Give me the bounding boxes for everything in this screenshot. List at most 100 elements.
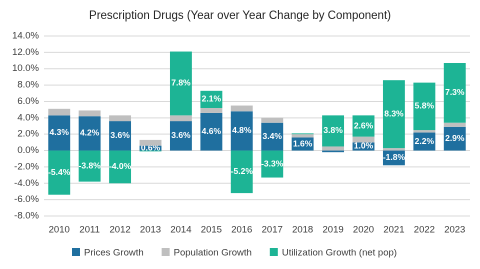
bar-segment (261, 150, 284, 178)
x-tick-label: 2013 (140, 225, 161, 236)
x-tick-label: 2010 (49, 225, 70, 236)
bar-segment (291, 133, 314, 135)
y-tick-label: 10.0% (12, 63, 39, 74)
bar-segment (200, 108, 223, 113)
y-tick-label: 0.0% (17, 145, 39, 156)
bar-segment (78, 150, 101, 182)
bar-segment (48, 108, 71, 116)
y-tick-label: 14.0% (12, 31, 39, 42)
bar-segment (322, 115, 345, 147)
data-label: -3.8% (79, 160, 102, 170)
data-label: 3.6% (110, 130, 130, 140)
legend-label: Utilization Growth (net pop) (282, 248, 397, 259)
bar-segment (109, 121, 132, 151)
data-label: 8.3% (384, 108, 404, 118)
bar-segment (382, 80, 405, 149)
data-label: 2.6% (354, 120, 374, 130)
bar-segment (139, 139, 162, 146)
bar-segment (352, 115, 375, 137)
bar-segment (139, 150, 162, 152)
y-tick-label: 2.0% (17, 129, 39, 140)
data-label: 1.6% (293, 138, 313, 148)
y-tick-label: -8.0% (14, 211, 39, 222)
x-tick-label: 2019 (323, 225, 344, 236)
bar-segment (230, 111, 253, 151)
bar-segment (443, 122, 466, 127)
data-label: 4.6% (202, 126, 222, 136)
bar-segment (261, 122, 284, 151)
bar-segment (109, 150, 132, 184)
bar-segment (169, 51, 192, 116)
legend-swatch (161, 248, 170, 256)
data-label: 4.2% (80, 128, 100, 138)
bar-segment (352, 142, 375, 151)
bar-segment (200, 90, 223, 108)
legend-label: Prices Growth (84, 248, 144, 259)
bar-segment (230, 150, 253, 194)
y-tick-label: 4.0% (17, 112, 39, 123)
data-label: 1.0% (354, 141, 374, 151)
data-label: -5.2% (231, 166, 254, 176)
bar-segment (322, 150, 345, 153)
data-label: 4.8% (232, 125, 252, 135)
chart-title: Prescription Drugs (Year over Year Chang… (89, 10, 391, 22)
data-label: 3.6% (171, 130, 191, 140)
x-tick-label: 2018 (292, 225, 313, 236)
bar-segment (382, 150, 405, 166)
bar-segment (261, 117, 284, 123)
bar-segment (109, 115, 132, 122)
data-label: 7.3% (445, 87, 465, 97)
y-tick-label: -4.0% (14, 178, 39, 189)
bar-segment (169, 121, 192, 151)
bar-segment (443, 63, 466, 123)
bar-segment (200, 112, 223, 151)
bar-segment (291, 137, 314, 151)
bar-segment (139, 145, 162, 151)
bar-segment (78, 116, 101, 151)
x-tick-label: 2015 (201, 225, 222, 236)
data-label: -1.8% (383, 152, 406, 162)
bar-segment (78, 110, 101, 117)
bar-segment (169, 115, 192, 122)
x-tick-label: 2021 (383, 225, 404, 236)
bar-segment (291, 134, 314, 138)
bar-segment (352, 136, 375, 143)
y-tick-label: 6.0% (17, 96, 39, 107)
bar-segment (322, 146, 345, 151)
data-label: 2.2% (415, 136, 435, 146)
data-label: 7.8% (171, 78, 191, 88)
bar-segment (413, 132, 436, 151)
bar-segment (413, 82, 436, 131)
data-label: 5.8% (415, 101, 435, 111)
x-tick-label: 2016 (231, 225, 252, 236)
data-label: -5.4% (48, 167, 71, 177)
data-label: -3.3% (261, 158, 284, 168)
y-tick-label: -6.0% (14, 194, 39, 205)
x-tick-label: 2017 (262, 225, 283, 236)
bar-segment (413, 130, 436, 133)
legend-swatch (269, 248, 278, 256)
y-tick-label: 8.0% (17, 80, 39, 91)
bar-segment (48, 115, 71, 151)
data-label: 3.8% (323, 125, 343, 135)
data-label: 3.4% (263, 131, 283, 141)
data-label: 4.3% (50, 127, 70, 137)
y-tick-label: 12.0% (12, 47, 39, 58)
bar-segment (230, 105, 253, 112)
x-tick-label: 2022 (414, 225, 435, 236)
data-label: -4.0% (109, 161, 132, 171)
bar-segment (48, 150, 71, 195)
data-label: 2.1% (202, 94, 222, 104)
y-tick-label: -2.0% (14, 161, 39, 172)
legend-swatch (72, 248, 80, 256)
bar-segment (382, 148, 405, 151)
data-label: 0.6% (141, 142, 161, 152)
data-label: 2.9% (445, 133, 465, 143)
x-tick-label: 2012 (110, 225, 131, 236)
x-tick-label: 2020 (353, 225, 374, 236)
x-tick-label: 2023 (444, 225, 465, 236)
x-tick-label: 2014 (170, 225, 191, 236)
bar-segment (443, 126, 466, 151)
